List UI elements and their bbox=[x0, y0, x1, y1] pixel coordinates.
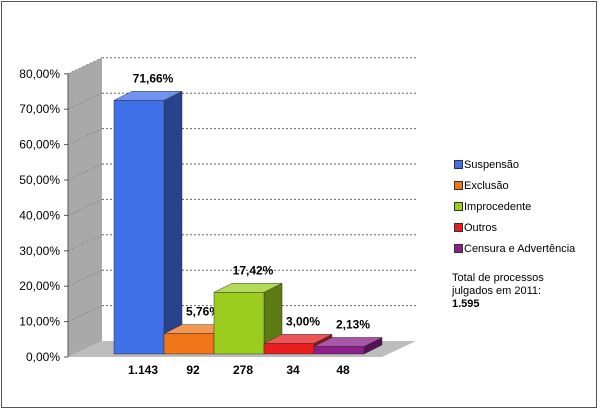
data-label: 17,42% bbox=[233, 263, 274, 277]
x-tick-label: 48 bbox=[336, 363, 350, 377]
y-tick-label: 70,00% bbox=[19, 102, 60, 116]
legend-swatch-censura bbox=[454, 243, 463, 253]
y-tick-label: 0,00% bbox=[26, 350, 60, 364]
y-tick-label: 20,00% bbox=[19, 279, 60, 293]
legend-item-suspensao: Suspensão bbox=[454, 158, 575, 179]
y-tick-label: 50,00% bbox=[19, 173, 60, 187]
note-line-2: julgados em 2011: bbox=[452, 285, 542, 297]
bar-side bbox=[163, 90, 183, 355]
y-tick-label: 10,00% bbox=[19, 315, 60, 329]
legend-swatch-outros bbox=[454, 222, 463, 232]
bar bbox=[313, 346, 365, 355]
data-label: 71,66% bbox=[133, 71, 174, 85]
side-wall bbox=[68, 57, 102, 358]
legend-swatch-exclusao bbox=[454, 180, 463, 190]
data-label: 2,13% bbox=[336, 317, 370, 331]
data-label: 5,76% bbox=[186, 305, 220, 319]
legend-label-outros: Outros bbox=[464, 222, 498, 234]
legend-item-outros: Outros bbox=[454, 221, 575, 242]
bar bbox=[213, 292, 265, 355]
x-tick-label: 1.143 bbox=[128, 363, 158, 377]
y-tick-label: 40,00% bbox=[19, 208, 60, 222]
legend-swatch-improcedente bbox=[454, 201, 463, 211]
x-tick-label: 34 bbox=[286, 363, 300, 377]
bar bbox=[263, 343, 315, 355]
x-tick-label: 278 bbox=[233, 363, 253, 377]
bar bbox=[113, 100, 165, 355]
legend-item-exclusao: Exclusão bbox=[454, 179, 575, 200]
legend-label-improcedente: Improcedente bbox=[464, 201, 532, 213]
legend: Suspensão Exclusão Improcedente Outros C… bbox=[454, 158, 575, 263]
y-tick-label: 60,00% bbox=[19, 138, 60, 152]
legend-label-censura: Censura e Advertência bbox=[464, 243, 576, 255]
legend-swatch-suspensao bbox=[454, 159, 463, 169]
note-total: 1.595 bbox=[452, 298, 480, 310]
legend-item-censura: Censura e Advertência bbox=[454, 242, 575, 263]
y-tick-label: 30,00% bbox=[19, 244, 60, 258]
total-note: Total de processos julgados em 2011: 1.5… bbox=[452, 272, 592, 311]
bar bbox=[163, 333, 215, 355]
legend-label-exclusao: Exclusão bbox=[464, 180, 509, 192]
data-label: 3,00% bbox=[286, 314, 320, 328]
y-tick-label: 80,00% bbox=[19, 67, 60, 81]
legend-item-improcedente: Improcedente bbox=[454, 200, 575, 221]
note-line-1: Total de processos bbox=[452, 272, 544, 284]
x-tick-label: 92 bbox=[186, 363, 200, 377]
legend-label-suspensao: Suspensão bbox=[464, 159, 520, 171]
